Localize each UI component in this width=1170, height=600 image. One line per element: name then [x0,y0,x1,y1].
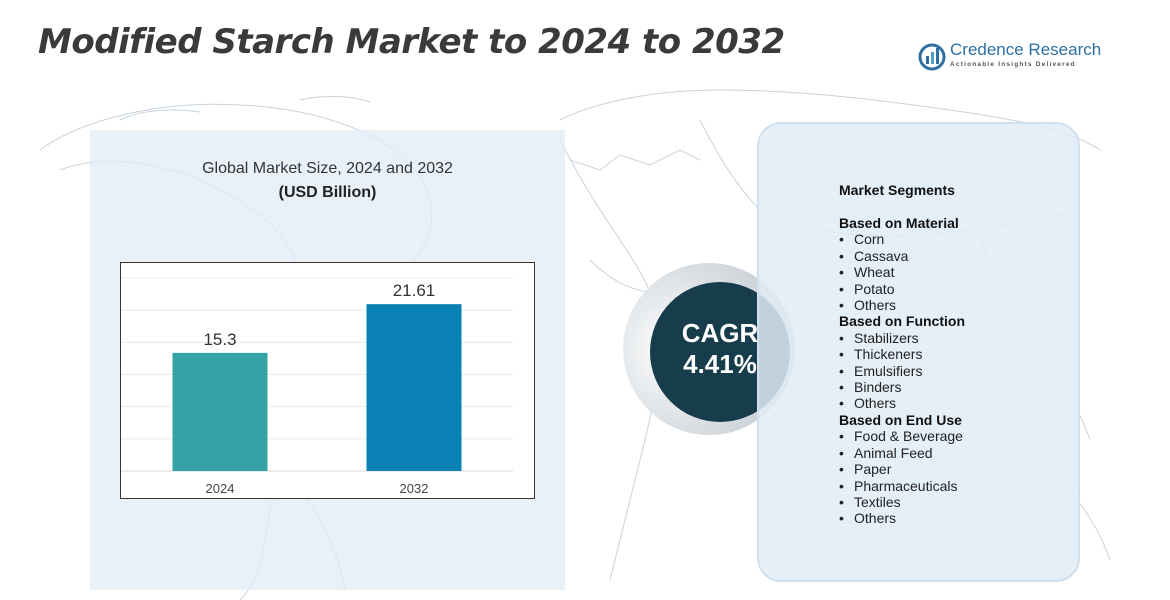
bullet-icon: • [839,428,844,445]
segment-item-label: Wheat [854,264,895,281]
segment-group-label: Based on Function [839,313,965,330]
segment-item-label: Binders [854,379,902,396]
data-label: 15.3 [203,330,236,349]
x-tick-label: 2024 [206,481,235,496]
segment-item: • Binders [839,379,965,395]
segment-item: • Others [839,395,965,411]
segments-title: Market Segments [839,182,955,198]
logo-name: Credence Research [950,40,1102,59]
data-label: 21.61 [393,281,436,300]
bullet-icon: • [839,477,844,494]
chart-title: Global Market Size, 2024 and 2032 [202,160,453,177]
bullet-icon: • [839,362,844,379]
segment-item: • Others [839,510,965,526]
bullet-icon: • [839,264,844,281]
bullet-icon: • [839,493,844,510]
bullet-icon: • [839,231,844,248]
segment-item: • Potato [839,281,965,297]
segment-item-label: Paper [854,461,892,478]
chart-unit: (USD Billion) [278,184,377,201]
bullet-icon: • [839,247,844,264]
cagr-badge [623,263,795,435]
bar-chart-svg: 15.3 2024 21.61 2032 [121,277,513,496]
bullet-icon: • [839,461,844,478]
segment-item: • Paper [839,461,965,477]
segment-item-label: Animal Feed [854,444,933,461]
cagr-label: CAGR [681,318,759,348]
segment-group-label: Based on Material [839,215,959,231]
logo-tagline: Actionable Insights Delivered [950,61,1076,68]
bar-chart-logo-icon [918,43,946,71]
segment-item-label: Textiles [854,493,901,510]
segment-item-label: Emulsifiers [854,362,923,379]
segment-item: • Food & Beverage [839,428,965,444]
bullet-icon: • [839,444,844,461]
bar-chart: 15.3 2024 21.61 2032 [120,262,535,499]
bullet-icon: • [839,329,844,346]
segment-group-label: Based on End Use [839,411,962,428]
segment-item-label: Pharmaceuticals [854,477,958,494]
segment-item-label: Thickeners [854,346,923,363]
bullet-icon: • [839,395,844,412]
bullet-icon: • [839,346,844,363]
brand-logo: Credence Research Actionable Insights De… [918,40,1108,72]
segment-item: • Pharmaceuticals [839,478,965,494]
bullet-icon: • [839,379,844,396]
segment-item-label: Food & Beverage [854,428,963,445]
segment-item-label: Corn [854,231,885,248]
segment-item: • Cassava [839,248,965,264]
bar-2024 [172,352,268,471]
market-segments-list: Market Segments Based on Material • Corn • C… [839,182,965,527]
segment-item: • Others [839,297,965,313]
segment-item-label: Cassava [854,247,909,264]
segment-item-label: Stabilizers [854,329,919,346]
segment-item-label: Potato [854,280,895,297]
segment-item-label: Others [854,297,897,314]
cagr-text: CAGR 4.41% [650,318,790,380]
segment-item-label: Others [854,510,897,527]
cagr-value: 4.41% [683,349,757,379]
market-segments-panel: Market Segments Based on Material • Corn • C… [757,122,1080,582]
segment-item: • Wheat [839,264,965,280]
segment-item: • Corn [839,231,965,247]
page-title: Modified Starch Market to 2024 to 2032 [38,22,785,62]
bar-2032 [366,304,462,471]
segment-item: • Thickeners [839,346,965,362]
x-tick-label: 2032 [400,481,429,496]
segment-item: • Emulsifiers [839,363,965,379]
cagr-inner-circle [650,282,790,422]
segment-item: • Textiles [839,494,965,510]
bullet-icon: • [839,280,844,297]
bullet-icon: • [839,510,844,527]
segment-item: • Animal Feed [839,445,965,461]
segment-item: • Stabilizers [839,330,965,346]
segment-item-label: Others [854,395,897,412]
bullet-icon: • [839,297,844,314]
